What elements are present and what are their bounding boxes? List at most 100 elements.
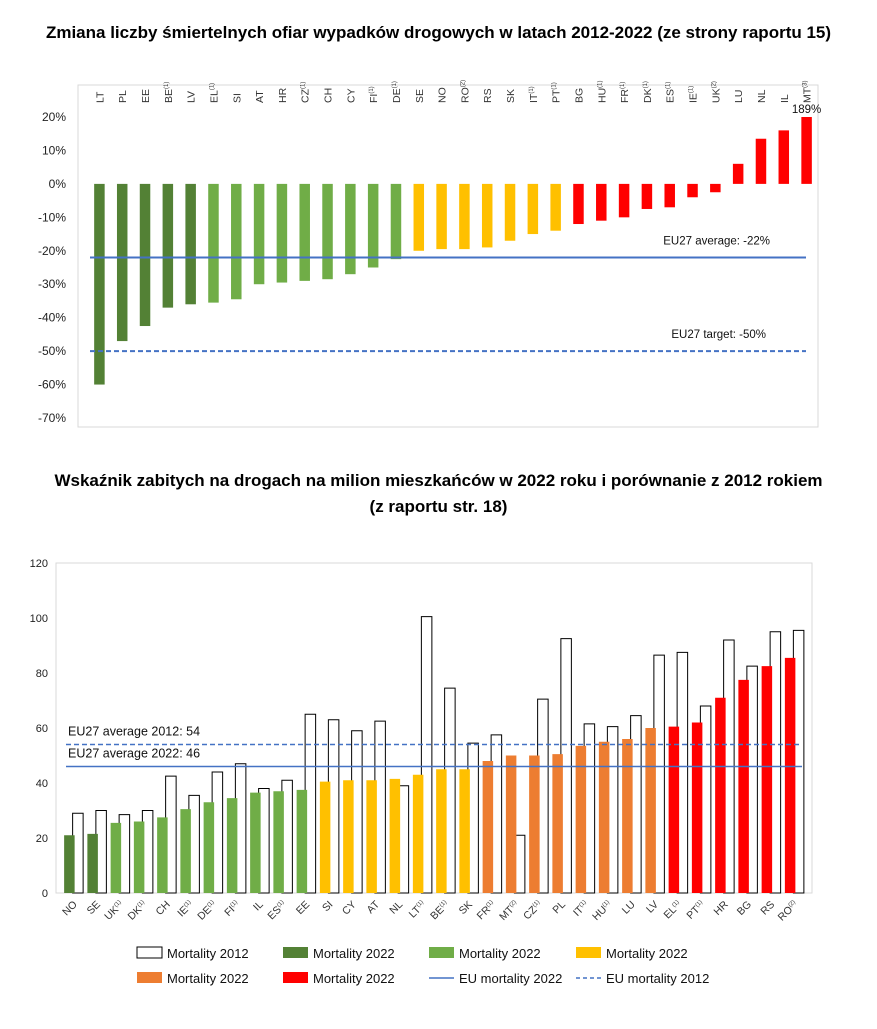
chart1-bar-es	[664, 183, 675, 208]
chart1-bar-uk	[710, 183, 721, 193]
chart2-bar-2022-hr	[715, 697, 726, 893]
chart1-bar-rs	[481, 183, 493, 248]
chart1-category-label: PT(1)	[551, 82, 563, 103]
chart2-bar-2022-be	[436, 769, 447, 893]
chart1-category-label: EE	[140, 89, 152, 103]
chart1-category-label: RO(2)	[459, 80, 471, 103]
chart2-category-label: MT(2)	[497, 899, 521, 923]
legend-swatch	[136, 946, 163, 959]
chart1-ref-label-1: EU27 average: -22%	[663, 235, 770, 247]
chart2-ref-label-2: EU27 average 2022: 46	[68, 747, 200, 761]
chart2-bar-2022-ch	[157, 817, 168, 893]
chart2-title-line1: Wskaźnik zabitych na drogach na milion m…	[54, 471, 823, 490]
legend-label: Mortality 2022	[167, 971, 249, 986]
chart2-category-label: DE(1)	[195, 899, 219, 923]
chart2-category-label: LU	[620, 899, 638, 917]
chart2-category-label: RO(2)	[776, 899, 801, 924]
chart2-category-label: CH	[154, 899, 173, 918]
chart2-bar-2022-lt	[412, 774, 424, 893]
chart1-bar-lv	[185, 183, 196, 305]
chart2-category-label: HU(1)	[590, 899, 614, 923]
chart1-title: Zmiana liczby śmiertelnych ofiar wypadkó…	[45, 23, 832, 42]
chart2-title-line2: (z raportu str. 18)	[369, 497, 508, 516]
chart1-ytick-label: 0%	[49, 177, 67, 191]
chart2-bar-2022-ie	[180, 809, 191, 893]
legend-label: Mortality 2022	[459, 946, 541, 961]
chart1-category-label: CY	[345, 88, 357, 103]
chart1-category-label: DK(1)	[642, 81, 654, 103]
chart1-category-label: IT(1)	[528, 86, 540, 103]
chart2-bar-2022-se	[87, 833, 98, 893]
chart1-category-label: IE(1)	[688, 86, 700, 103]
chart1-category-label: EL(1)	[208, 83, 220, 103]
chart1-bar-fi	[367, 183, 379, 268]
chart1-bar-hr	[276, 183, 288, 283]
chart2-category-label: CY	[340, 899, 359, 918]
chart2-category-label: SI	[320, 899, 336, 915]
chart1-category-label: NO	[437, 87, 449, 103]
chart1-data-label: 189%	[792, 104, 821, 116]
chart1-category-label: AT	[254, 90, 266, 103]
chart1-category-label: UK(2)	[710, 81, 722, 103]
chart2-ytick-label: 20	[36, 833, 48, 845]
chart2-category-label: IL	[251, 899, 266, 914]
chart2-bar-2022-cz	[529, 755, 540, 893]
chart1-category-label: LU	[733, 90, 745, 103]
chart2-category-label: BE(1)	[428, 899, 452, 923]
chart2-category-label: CZ(1)	[521, 899, 545, 923]
chart2-category-label: BG	[735, 899, 754, 918]
chart1-bar-cz	[299, 183, 310, 281]
legend-label: EU mortality 2012	[606, 971, 709, 986]
chart1-category-label: HU(1)	[596, 80, 608, 103]
chart2-bar-2022-cy	[343, 780, 354, 893]
chart1-category-label: BG	[573, 88, 585, 103]
chart1-bar-no	[436, 183, 447, 250]
chart2-bar-2022-fr	[482, 761, 494, 893]
chart1-bar-bg	[573, 183, 584, 225]
chart1-ytick-label: -70%	[38, 411, 66, 425]
legend-label: Mortality 2012	[167, 946, 249, 961]
legend-swatch	[429, 947, 454, 958]
chart1-category-label: FI(1)	[368, 86, 380, 103]
chart2-category-label: FI(1)	[222, 899, 242, 919]
chart2-bar-2022-de	[203, 802, 215, 893]
chart1-category-label: CZ(1)	[300, 82, 312, 103]
chart1-bar-ro	[459, 183, 470, 250]
chart2-bar-2022-at	[366, 780, 377, 893]
legend-swatch	[283, 947, 308, 958]
chart2-bar-2022-mt	[505, 755, 517, 893]
chart2-category-label: IT(1)	[571, 899, 591, 919]
legend-swatch	[283, 972, 308, 983]
chart1-category-label: DE(1)	[391, 81, 403, 103]
legend-label: Mortality 2022	[313, 946, 395, 961]
chart2-category-label: NO	[60, 899, 80, 919]
chart1-ytick-label: -20%	[38, 244, 66, 258]
chart2-bar-2022-si	[319, 781, 331, 893]
chart1-bar-ee	[139, 183, 151, 327]
chart1-bar-de	[390, 183, 402, 260]
chart2-category-label: EE	[294, 899, 312, 917]
chart2-category-label: ES(1)	[265, 899, 289, 923]
chart1-category-label: FR(1)	[619, 82, 631, 103]
chart2-category-label: PT(1)	[684, 899, 707, 922]
chart2-bar-2022-uk	[110, 822, 122, 893]
chart1-bar-il	[778, 130, 790, 184]
chart1-ytick-label: -10%	[38, 210, 66, 224]
chart2-category-label: PL	[550, 899, 568, 917]
chart1-category-label: LV	[186, 91, 198, 103]
chart1-bar-at	[253, 183, 265, 285]
chart1-bar-lt	[94, 183, 105, 385]
chart2-bar-2022-pt	[691, 722, 703, 893]
chart2-bar-2022-es	[273, 791, 284, 893]
chart2-category-label: RS	[758, 899, 777, 918]
chart2-ytick-label: 0	[42, 888, 48, 900]
chart2-category-label: NL	[387, 899, 405, 917]
chart1-plot-area	[77, 84, 819, 428]
chart1-category-label: LT	[94, 91, 106, 103]
chart2-bar-2022-lv	[645, 728, 656, 893]
chart2-bar-2022-dk	[133, 821, 145, 893]
chart1-category-label: NL	[756, 89, 768, 103]
legend-swatch	[137, 972, 162, 983]
chart2-category-label: SK	[457, 899, 475, 917]
